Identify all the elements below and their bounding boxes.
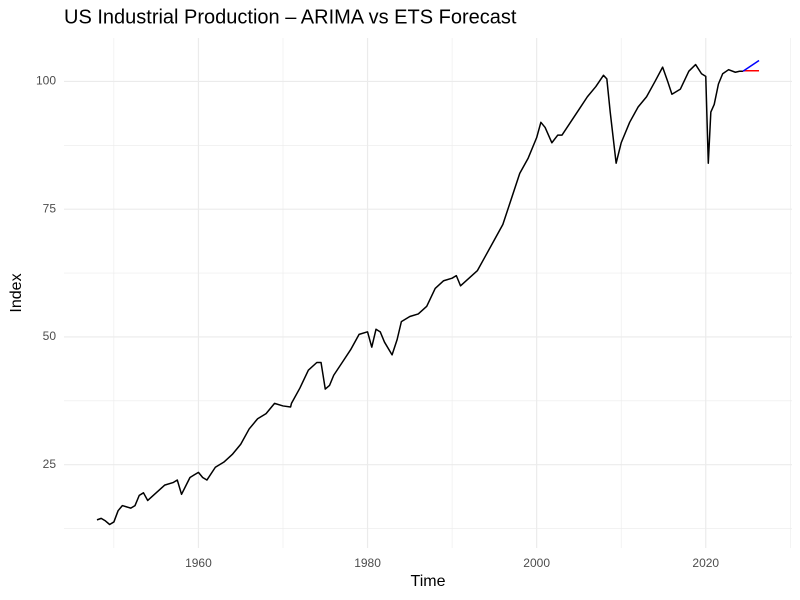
chart-title: US Industrial Production – ARIMA vs ETS … [64, 6, 517, 28]
y-tick-label: 100 [36, 74, 56, 88]
x-tick-label: 1980 [354, 556, 381, 570]
series-line [742, 59, 760, 72]
y-tick-label: 75 [43, 201, 57, 215]
x-tick-label: 2000 [523, 556, 550, 570]
x-tick-label: 1960 [185, 556, 212, 570]
series-line [96, 63, 743, 526]
y-axis-title: Index [8, 273, 25, 312]
y-tick-label: 25 [43, 457, 57, 471]
x-tick-label: 2020 [692, 556, 719, 570]
x-axis-title: Time [411, 573, 446, 590]
y-tick-label: 50 [43, 329, 57, 343]
